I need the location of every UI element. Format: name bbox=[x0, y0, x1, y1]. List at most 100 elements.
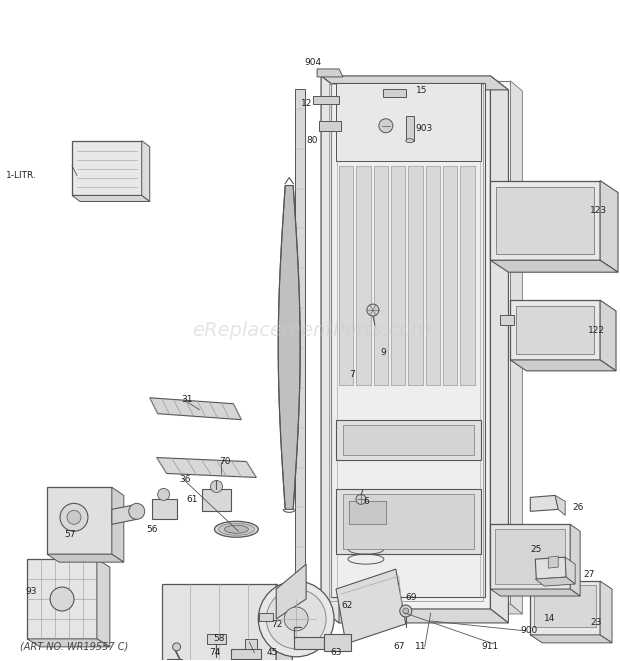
Polygon shape bbox=[112, 504, 137, 524]
Circle shape bbox=[356, 494, 366, 504]
Text: 1-LITR.: 1-LITR. bbox=[6, 171, 37, 180]
Polygon shape bbox=[530, 495, 558, 512]
Polygon shape bbox=[490, 589, 580, 596]
Text: 74: 74 bbox=[209, 648, 220, 657]
Text: 36: 36 bbox=[180, 475, 191, 484]
Text: 9: 9 bbox=[381, 348, 387, 358]
Polygon shape bbox=[231, 649, 261, 659]
Polygon shape bbox=[27, 639, 110, 647]
Polygon shape bbox=[349, 502, 386, 524]
Polygon shape bbox=[47, 554, 124, 562]
Circle shape bbox=[266, 589, 326, 649]
Text: 69: 69 bbox=[405, 592, 417, 602]
Text: 25: 25 bbox=[530, 545, 542, 554]
Ellipse shape bbox=[218, 524, 254, 535]
Polygon shape bbox=[405, 116, 414, 141]
Polygon shape bbox=[565, 557, 575, 584]
Text: 11: 11 bbox=[415, 642, 427, 651]
Polygon shape bbox=[336, 569, 405, 644]
Polygon shape bbox=[490, 260, 618, 272]
Text: 31: 31 bbox=[182, 395, 193, 405]
Polygon shape bbox=[510, 360, 616, 371]
Ellipse shape bbox=[405, 139, 414, 143]
Polygon shape bbox=[142, 141, 149, 202]
Polygon shape bbox=[112, 487, 124, 562]
Polygon shape bbox=[206, 634, 226, 644]
Text: 56: 56 bbox=[147, 525, 158, 534]
Polygon shape bbox=[495, 529, 565, 584]
Circle shape bbox=[403, 608, 409, 614]
Text: 80: 80 bbox=[306, 136, 317, 145]
Polygon shape bbox=[47, 487, 112, 554]
Polygon shape bbox=[317, 69, 343, 77]
Polygon shape bbox=[277, 584, 292, 661]
Polygon shape bbox=[425, 166, 440, 385]
Text: 58: 58 bbox=[214, 635, 225, 643]
Text: 23: 23 bbox=[590, 619, 601, 627]
Text: 122: 122 bbox=[588, 325, 605, 334]
Polygon shape bbox=[510, 300, 600, 360]
Polygon shape bbox=[600, 300, 616, 371]
Polygon shape bbox=[409, 166, 423, 385]
Polygon shape bbox=[460, 166, 474, 385]
Polygon shape bbox=[157, 457, 256, 477]
Polygon shape bbox=[336, 489, 480, 554]
Polygon shape bbox=[343, 494, 474, 549]
Text: 903: 903 bbox=[416, 124, 433, 134]
Circle shape bbox=[259, 581, 334, 657]
Text: 6: 6 bbox=[363, 497, 369, 506]
Polygon shape bbox=[570, 524, 580, 596]
Polygon shape bbox=[530, 635, 612, 643]
Polygon shape bbox=[321, 76, 508, 90]
Polygon shape bbox=[246, 639, 257, 649]
Text: 45: 45 bbox=[267, 648, 278, 657]
Ellipse shape bbox=[224, 525, 249, 533]
Polygon shape bbox=[343, 424, 474, 455]
Polygon shape bbox=[497, 186, 594, 254]
Polygon shape bbox=[152, 499, 177, 520]
Text: 14: 14 bbox=[544, 615, 556, 623]
Text: 904: 904 bbox=[304, 58, 321, 67]
Ellipse shape bbox=[215, 522, 259, 537]
Text: 62: 62 bbox=[341, 602, 352, 611]
Circle shape bbox=[129, 504, 144, 520]
Text: 15: 15 bbox=[416, 87, 427, 95]
Circle shape bbox=[284, 607, 308, 631]
Text: (ART NO. WR19557 C): (ART NO. WR19557 C) bbox=[20, 642, 128, 652]
Polygon shape bbox=[336, 83, 480, 161]
Circle shape bbox=[379, 119, 393, 133]
Circle shape bbox=[367, 304, 379, 316]
Text: 7: 7 bbox=[349, 370, 355, 379]
Polygon shape bbox=[294, 637, 324, 649]
Polygon shape bbox=[277, 564, 306, 619]
Polygon shape bbox=[72, 196, 149, 202]
Circle shape bbox=[50, 587, 74, 611]
Text: 900: 900 bbox=[520, 627, 538, 635]
Polygon shape bbox=[336, 420, 480, 459]
Text: 26: 26 bbox=[572, 503, 583, 512]
Polygon shape bbox=[149, 398, 241, 420]
Circle shape bbox=[172, 643, 180, 651]
Polygon shape bbox=[391, 166, 405, 385]
Polygon shape bbox=[321, 76, 339, 623]
Text: 911: 911 bbox=[482, 642, 499, 651]
Text: 63: 63 bbox=[330, 648, 342, 657]
Polygon shape bbox=[343, 604, 523, 614]
Circle shape bbox=[157, 488, 170, 500]
Polygon shape bbox=[490, 180, 600, 260]
Polygon shape bbox=[97, 559, 110, 647]
Polygon shape bbox=[374, 166, 388, 385]
Polygon shape bbox=[356, 166, 371, 385]
Polygon shape bbox=[556, 495, 565, 516]
Polygon shape bbox=[202, 489, 231, 512]
Polygon shape bbox=[278, 186, 300, 510]
Polygon shape bbox=[162, 584, 277, 661]
Polygon shape bbox=[319, 121, 341, 131]
Polygon shape bbox=[490, 524, 570, 589]
Polygon shape bbox=[27, 559, 97, 639]
Polygon shape bbox=[516, 306, 594, 354]
Polygon shape bbox=[600, 581, 612, 643]
Polygon shape bbox=[277, 584, 292, 661]
Polygon shape bbox=[259, 613, 273, 621]
Polygon shape bbox=[535, 577, 575, 586]
